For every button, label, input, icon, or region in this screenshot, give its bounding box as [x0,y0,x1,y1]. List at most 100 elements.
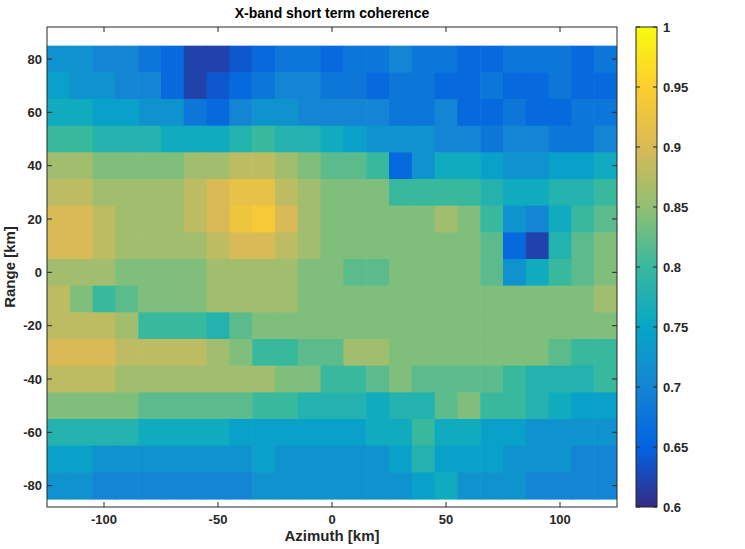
cell [138,152,161,179]
cell [480,286,503,313]
cell [389,366,412,393]
cell [412,206,435,233]
cell [47,366,70,393]
cell [298,392,321,419]
cell [93,312,116,339]
cell [480,259,503,286]
x-tick [218,502,219,507]
cell [298,366,321,393]
cell [389,312,412,339]
cell [115,366,138,393]
cell [207,312,230,339]
cell [343,339,366,366]
colorbar-tick [636,327,640,328]
cell [207,46,230,73]
colorbar-tick [653,267,657,268]
cell [412,46,435,73]
x-tick-label: 100 [549,512,571,527]
cell [70,312,93,339]
cell [594,232,617,259]
cell [252,446,275,473]
cell [412,286,435,313]
cell [343,286,366,313]
cell [412,259,435,286]
cell [503,339,526,366]
colorbar-tick [653,507,657,508]
cell [161,126,184,153]
cells [47,46,617,500]
cell [161,286,184,313]
cell [571,99,594,126]
y-tick [47,59,52,60]
cell [207,339,230,366]
cell [526,179,549,206]
cell [343,232,366,259]
cell [321,339,344,366]
cell [229,126,252,153]
cell [549,472,572,499]
cell [366,126,389,153]
cell [70,392,93,419]
y-tick [612,379,617,380]
cell [229,286,252,313]
cell [275,152,298,179]
x-tick-label: 0 [328,512,335,527]
cell [115,232,138,259]
cell [457,366,480,393]
colorbar-tick [653,27,657,28]
colorbar [636,27,657,507]
cell [70,72,93,99]
y-tick-label: 40 [28,158,42,173]
cell [412,179,435,206]
cell [389,206,412,233]
y-tick-label: 60 [28,105,42,120]
cell [594,286,617,313]
cell [252,286,275,313]
cell [47,152,70,179]
cell [115,72,138,99]
cell [457,446,480,473]
colorbar-tick-label: 0.95 [663,80,688,95]
cell [549,259,572,286]
cell [366,366,389,393]
cell [457,392,480,419]
y-tick [612,59,617,60]
cell [138,179,161,206]
colorbar-tick-label: 1 [663,20,670,35]
cell [252,126,275,153]
cell [70,206,93,233]
cell [321,126,344,153]
cell [321,366,344,393]
y-tick-label: -80 [23,478,42,493]
cell [321,419,344,446]
cell [389,72,412,99]
cell [229,472,252,499]
cell [549,366,572,393]
cell [412,446,435,473]
cell [412,126,435,153]
cell [571,72,594,99]
cell [571,446,594,473]
plot-area [47,27,617,507]
colorbar-tick [636,147,640,148]
cell [93,206,116,233]
cell [115,46,138,73]
cell [321,46,344,73]
cell [412,472,435,499]
x-tick [332,502,333,507]
cell [389,99,412,126]
colorbar-tick-label: 0.9 [663,140,681,155]
cell [298,472,321,499]
cell [47,419,70,446]
cell [184,126,207,153]
cell [457,99,480,126]
cell [298,99,321,126]
cell [457,152,480,179]
cell [115,286,138,313]
cell [184,312,207,339]
cell [594,366,617,393]
y-tick [612,485,617,486]
cell [549,179,572,206]
cell [571,232,594,259]
cell [275,99,298,126]
